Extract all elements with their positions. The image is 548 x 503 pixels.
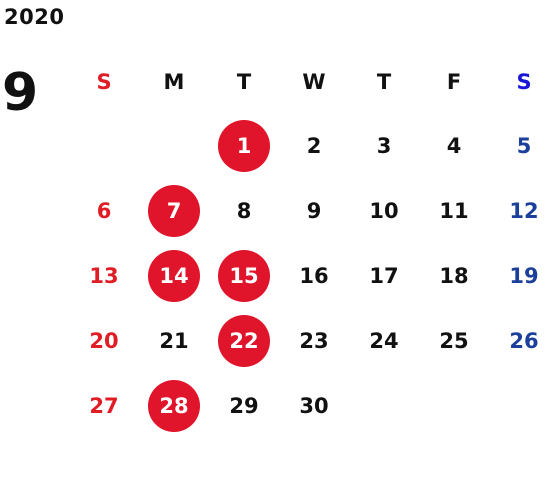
day-cell: 30 bbox=[279, 373, 349, 438]
day-cell: 12 bbox=[489, 178, 548, 243]
day-number: 27 bbox=[89, 393, 119, 418]
week-row: 1 2 3 4 5 bbox=[69, 113, 548, 178]
day-cell: 9 bbox=[279, 178, 349, 243]
day-number: 3 bbox=[376, 133, 392, 158]
week-row: 20 21 22 23 24 25 26 bbox=[69, 308, 548, 373]
day-number: 15 bbox=[218, 249, 270, 302]
day-cell: 21 bbox=[139, 308, 209, 373]
day-number: 17 bbox=[369, 263, 399, 288]
day-cell bbox=[419, 373, 489, 438]
day-number: 28 bbox=[148, 379, 200, 432]
weekday-saturday: S bbox=[516, 70, 532, 94]
day-number: 24 bbox=[369, 328, 399, 353]
day-number bbox=[498, 380, 548, 432]
weekday-sunday: S bbox=[96, 70, 112, 94]
calendar-grid: S M T W T F S 1 2 3 4 5 6 7 8 9 10 11 12… bbox=[69, 51, 548, 438]
day-cell: 18 bbox=[419, 243, 489, 308]
day-cell: 4 bbox=[419, 113, 489, 178]
day-cell: 24 bbox=[349, 308, 419, 373]
day-number: 5 bbox=[516, 133, 532, 158]
day-number: 8 bbox=[236, 198, 252, 223]
day-number: 14 bbox=[148, 249, 200, 302]
day-number: 4 bbox=[446, 133, 462, 158]
day-number: 25 bbox=[439, 328, 469, 353]
day-cell bbox=[489, 373, 548, 438]
day-cell: 20 bbox=[69, 308, 139, 373]
day-number bbox=[428, 380, 480, 432]
weekday-wednesday: W bbox=[302, 70, 326, 94]
day-number: 19 bbox=[509, 263, 539, 288]
day-cell: 15 bbox=[209, 243, 279, 308]
day-cell: 7 bbox=[139, 178, 209, 243]
day-cell: 19 bbox=[489, 243, 548, 308]
day-number: 7 bbox=[148, 184, 200, 237]
day-cell: 27 bbox=[69, 373, 139, 438]
day-cell: 10 bbox=[349, 178, 419, 243]
day-number: 16 bbox=[299, 263, 329, 288]
day-number: 18 bbox=[439, 263, 469, 288]
day-number bbox=[358, 380, 410, 432]
weekday-header-row: S M T W T F S bbox=[69, 51, 548, 113]
weekday-monday: M bbox=[163, 70, 185, 94]
day-cell: 23 bbox=[279, 308, 349, 373]
day-cell bbox=[349, 373, 419, 438]
day-number: 1 bbox=[218, 119, 270, 172]
day-cell: 25 bbox=[419, 308, 489, 373]
day-number: 6 bbox=[96, 198, 112, 223]
day-cell: 29 bbox=[209, 373, 279, 438]
day-number: 29 bbox=[229, 393, 259, 418]
day-cell bbox=[69, 113, 139, 178]
day-cell: 14 bbox=[139, 243, 209, 308]
weekday-thursday: T bbox=[376, 70, 392, 94]
day-number: 26 bbox=[509, 328, 539, 353]
day-cell: 3 bbox=[349, 113, 419, 178]
day-number: 12 bbox=[509, 198, 539, 223]
day-cell bbox=[139, 113, 209, 178]
week-row: 13 14 15 16 17 18 19 bbox=[69, 243, 548, 308]
day-number bbox=[148, 120, 200, 172]
weekday-friday: F bbox=[446, 70, 462, 94]
week-row: 27 28 29 30 bbox=[69, 373, 548, 438]
month-number: 9 bbox=[2, 63, 39, 123]
day-number: 20 bbox=[89, 328, 119, 353]
day-number: 22 bbox=[218, 314, 270, 367]
day-cell: 17 bbox=[349, 243, 419, 308]
day-cell: 6 bbox=[69, 178, 139, 243]
day-cell: 22 bbox=[209, 308, 279, 373]
day-cell: 8 bbox=[209, 178, 279, 243]
day-number bbox=[78, 120, 130, 172]
year-label: 2020 bbox=[4, 5, 65, 29]
day-number: 13 bbox=[89, 263, 119, 288]
day-number: 10 bbox=[369, 198, 399, 223]
day-cell: 26 bbox=[489, 308, 548, 373]
weekday-tuesday: T bbox=[236, 70, 252, 94]
week-row: 6 7 8 9 10 11 12 bbox=[69, 178, 548, 243]
day-cell: 11 bbox=[419, 178, 489, 243]
day-number: 30 bbox=[299, 393, 329, 418]
day-cell: 2 bbox=[279, 113, 349, 178]
day-number: 11 bbox=[439, 198, 469, 223]
day-number: 23 bbox=[299, 328, 329, 353]
day-number: 9 bbox=[306, 198, 322, 223]
day-cell: 1 bbox=[209, 113, 279, 178]
day-cell: 13 bbox=[69, 243, 139, 308]
day-cell: 5 bbox=[489, 113, 548, 178]
day-cell: 16 bbox=[279, 243, 349, 308]
day-number: 21 bbox=[159, 328, 189, 353]
day-number: 2 bbox=[306, 133, 322, 158]
day-cell: 28 bbox=[139, 373, 209, 438]
